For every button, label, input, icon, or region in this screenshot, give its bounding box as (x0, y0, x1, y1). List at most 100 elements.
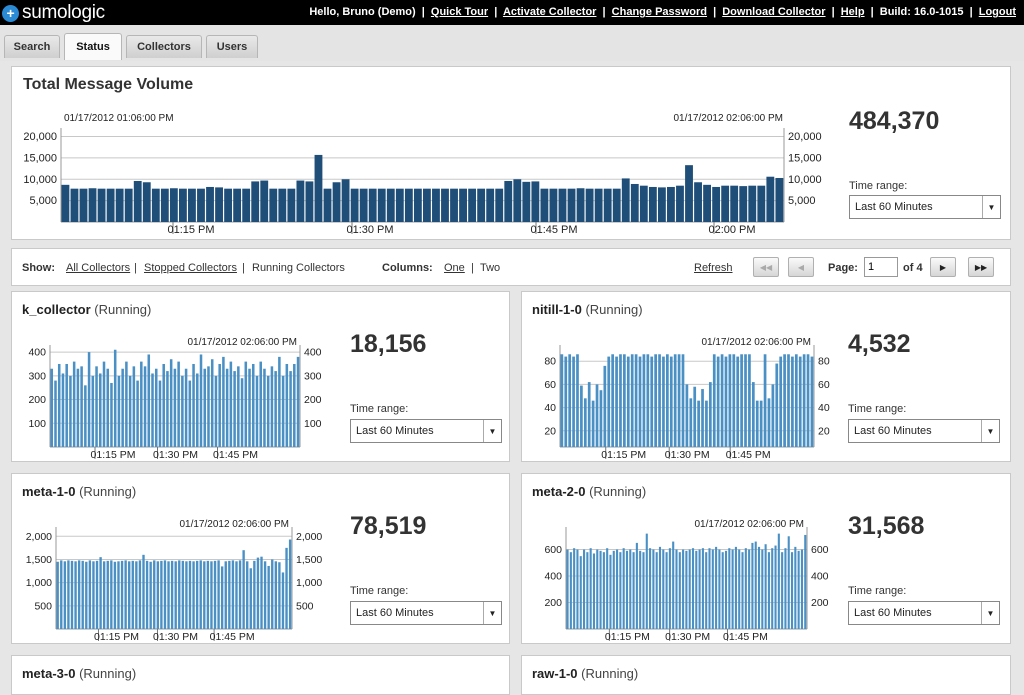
bar (217, 560, 220, 629)
time-range-select[interactable]: Last 60 Minutes ▼ (350, 419, 502, 443)
bar (708, 548, 711, 629)
bar (459, 188, 467, 222)
bar (56, 561, 59, 629)
y-tick-label: 20 (544, 425, 556, 437)
bar (567, 188, 576, 222)
x-tick-label: 01:45 PM (726, 449, 771, 461)
bar (99, 373, 102, 447)
bar (685, 165, 693, 222)
activate-collector-link[interactable]: Activate Collector (502, 6, 597, 18)
time-range-select[interactable]: Last 60 Minutes ▼ (350, 601, 502, 625)
chevron-down-icon[interactable]: ▼ (483, 420, 501, 442)
bar (654, 354, 657, 447)
bar (549, 188, 558, 222)
tab-collectors[interactable]: Collectors (126, 35, 202, 58)
bar (450, 188, 458, 222)
time-range-select[interactable]: Last 60 Minutes ▼ (848, 419, 1000, 443)
time-range-label: Time range: (350, 403, 409, 415)
time-range-label: Time range: (849, 180, 908, 192)
bar (596, 549, 599, 629)
bar (88, 560, 92, 629)
bar (669, 356, 673, 447)
bar (256, 557, 260, 629)
bar (154, 368, 158, 447)
change-password-link[interactable]: Change Password (611, 6, 708, 18)
bar (697, 400, 700, 447)
sumologic-logo[interactable]: + sumologic (2, 2, 105, 23)
bar (724, 356, 728, 447)
next-page-button[interactable]: ▶ (930, 257, 956, 277)
bar (759, 400, 763, 447)
tab-bar: Search Status Collectors Users (0, 25, 1024, 61)
bar (413, 188, 422, 222)
bar (188, 560, 192, 629)
bar (91, 375, 95, 447)
time-range-value: Last 60 Minutes (855, 201, 933, 213)
first-page-button[interactable]: ◀◀ (753, 257, 779, 277)
bar (132, 366, 136, 447)
bar (181, 375, 184, 447)
bar (296, 180, 305, 222)
time-range-select[interactable]: Last 60 Minutes ▼ (849, 195, 1001, 219)
filter-stopped-collectors[interactable]: Stopped Collectors (144, 262, 237, 274)
bar (777, 533, 780, 629)
quick-tour-link[interactable]: Quick Tour (430, 6, 489, 18)
bar (693, 386, 697, 447)
tab-search[interactable]: Search (4, 35, 60, 58)
bar (185, 561, 188, 629)
bar (235, 561, 238, 629)
y-tick-label: 200 (28, 394, 46, 406)
bar (599, 390, 603, 447)
tab-status[interactable]: Status (64, 33, 122, 60)
bar (156, 561, 159, 629)
bar (665, 552, 668, 629)
last-page-button[interactable]: ▶▶ (968, 257, 994, 277)
greeting-user: Bruno (Demo) (342, 6, 416, 18)
bar (178, 188, 187, 222)
bar (102, 361, 106, 447)
columns-one-link[interactable]: One (444, 262, 465, 274)
help-link[interactable]: Help (840, 6, 865, 18)
x-tick-label: 01:15 PM (167, 224, 214, 236)
bar (586, 552, 589, 629)
tab-users[interactable]: Users (206, 35, 258, 58)
collector-name: nitill-1-0 (532, 302, 582, 317)
time-range-select[interactable]: Last 60 Minutes ▼ (848, 601, 1000, 625)
columns-two-link[interactable]: Two (480, 262, 501, 274)
time-range-value: Last 60 Minutes (356, 425, 434, 437)
bar (79, 188, 88, 222)
bar (117, 561, 120, 629)
top-nav: Hello, Bruno (Demo) | Quick Tour | Activ… (309, 6, 1016, 18)
show-label: Show: (22, 262, 55, 274)
bar (92, 561, 95, 629)
x-tick-label: 01:45 PM (210, 631, 255, 643)
bar (270, 366, 274, 447)
collectors-toolbar: Show: All Collectors | Stopped Collector… (11, 248, 1011, 286)
bar (192, 363, 195, 447)
bar (210, 561, 213, 629)
bar (285, 363, 289, 447)
bar (228, 560, 231, 629)
chevron-down-icon[interactable]: ▼ (483, 602, 501, 624)
bar (560, 354, 564, 447)
refresh-link[interactable]: Refresh (694, 262, 733, 274)
download-collector-link[interactable]: Download Collector (722, 6, 826, 18)
bar (121, 368, 124, 447)
logout-link[interactable]: Logout (978, 6, 1016, 18)
filter-running-collectors[interactable]: Running Collectors (252, 262, 345, 274)
bar (634, 354, 638, 447)
chevron-down-icon[interactable]: ▼ (981, 602, 999, 624)
chevron-down-icon[interactable]: ▼ (981, 420, 999, 442)
logo-text: sumologic (22, 2, 105, 23)
bar (766, 176, 775, 222)
bar (682, 549, 685, 629)
bar (715, 546, 718, 629)
bar (143, 366, 147, 447)
previous-page-button[interactable]: ◀ (788, 257, 814, 277)
bar (117, 375, 121, 447)
chevron-down-icon[interactable]: ▼ (982, 196, 1000, 218)
bar (249, 568, 252, 629)
bar (151, 373, 154, 447)
page-number-input[interactable] (864, 257, 898, 277)
filter-all-collectors[interactable]: All Collectors (66, 262, 131, 274)
